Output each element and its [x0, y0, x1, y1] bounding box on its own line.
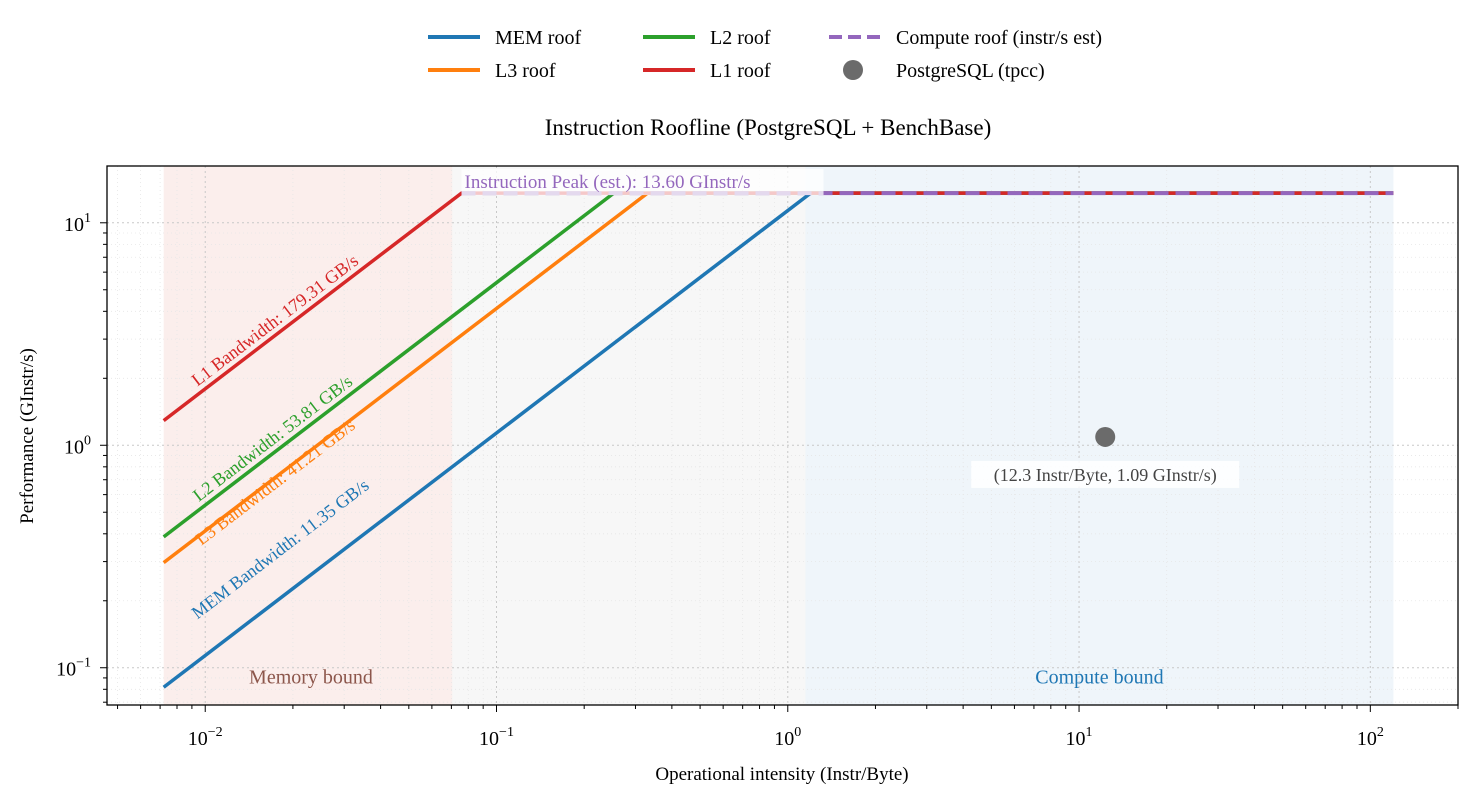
legend-mem-roof-label: MEM roof — [495, 27, 581, 49]
y-tick-label: 100 — [64, 433, 91, 458]
peak-label: Instruction Peak (est.): 13.60 GInstr/s — [465, 172, 751, 193]
region-1 — [452, 166, 806, 705]
data-point — [1095, 426, 1116, 447]
y-tick-label: 101 — [64, 211, 91, 236]
x-tick-label: 100 — [774, 725, 801, 750]
region-0 — [163, 166, 453, 705]
peak-label-background — [461, 169, 824, 196]
chart-title: Instruction Roofline (PostgreSQL + Bench… — [545, 115, 992, 140]
data-points — [1095, 426, 1116, 447]
x-axis-ticks: 10−2 10−1 100 101 102 — [117, 705, 1459, 750]
y-axis-label: Performance (GInstr/s) — [17, 348, 38, 524]
legend-postgresql-tpcc-label: PostgreSQL (tpcc) — [896, 60, 1045, 82]
point-label: (12.3 Instr/Byte, 1.09 GInstr/s) — [994, 465, 1217, 486]
x-tick-label: 10−2 — [188, 725, 223, 750]
legend-postgresql-tpcc-swatch — [843, 60, 863, 80]
y-tick-label: 10−1 — [56, 656, 91, 681]
region-label: Compute bound — [1035, 666, 1163, 688]
point-label-background — [971, 460, 1240, 488]
x-tick-label: 101 — [1066, 725, 1093, 750]
legend-l3-roof-label: L3 roof — [495, 60, 556, 82]
legend-l2-roof-label: L2 roof — [710, 27, 771, 49]
region-label: Memory bound — [249, 666, 373, 688]
legend-l1-roof-label: L1 roof — [710, 60, 771, 82]
legend: MEM roof L3 roof L2 roof L1 roof Compute roo… — [428, 27, 1102, 82]
y-axis-ticks: 10−1 100 101 — [56, 211, 107, 703]
legend-compute-roof-instr-s-est-label: Compute roof (instr/s est) — [896, 27, 1102, 49]
x-tick-label: 10−1 — [479, 725, 514, 750]
x-tick-label: 102 — [1357, 725, 1384, 750]
plot-frame — [106, 165, 1459, 706]
x-axis-label: Operational intensity (Instr/Byte) — [655, 764, 908, 785]
grid-lines — [107, 166, 1459, 705]
